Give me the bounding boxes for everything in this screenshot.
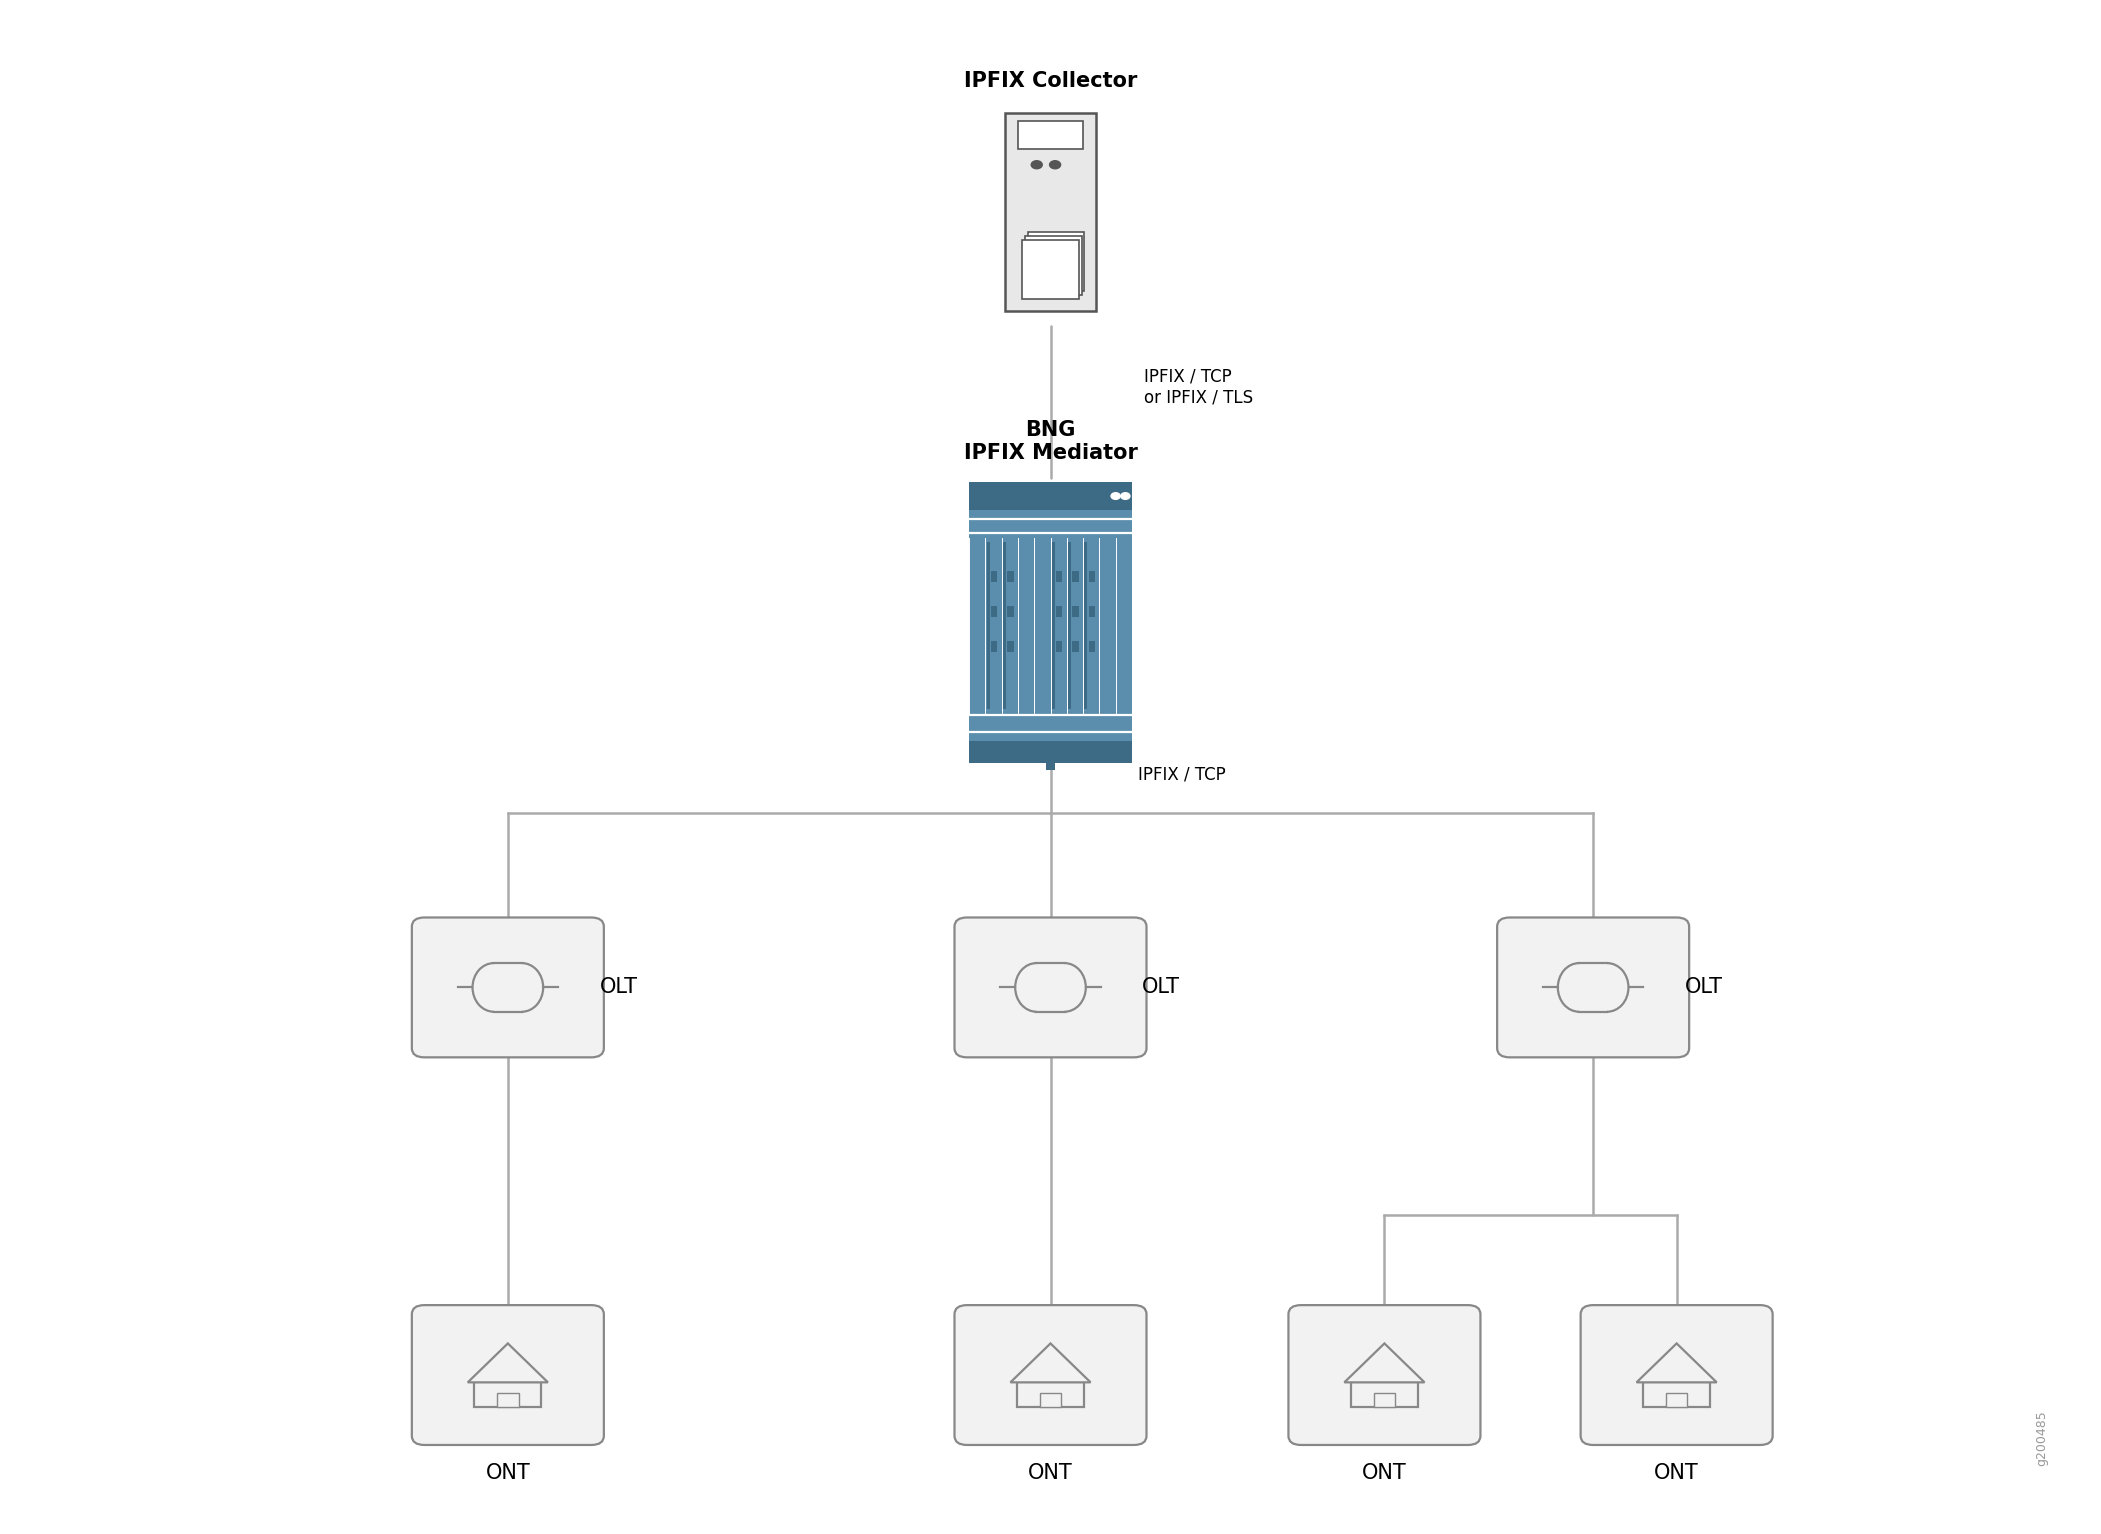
- FancyBboxPatch shape: [1072, 571, 1078, 581]
- Text: ONT: ONT: [1361, 1463, 1408, 1483]
- FancyBboxPatch shape: [1057, 606, 1063, 617]
- FancyBboxPatch shape: [969, 482, 1132, 511]
- FancyBboxPatch shape: [1374, 1393, 1395, 1407]
- Text: ONT: ONT: [1653, 1463, 1700, 1483]
- Text: OLT: OLT: [599, 977, 639, 997]
- FancyBboxPatch shape: [1072, 606, 1078, 617]
- FancyBboxPatch shape: [1006, 606, 1013, 617]
- Text: IPFIX / TCP
or IPFIX / TLS: IPFIX / TCP or IPFIX / TLS: [1145, 368, 1254, 407]
- FancyBboxPatch shape: [1057, 641, 1063, 652]
- FancyBboxPatch shape: [969, 538, 1132, 713]
- FancyBboxPatch shape: [1006, 571, 1013, 581]
- Polygon shape: [475, 1382, 542, 1407]
- FancyBboxPatch shape: [1053, 542, 1065, 709]
- Circle shape: [1032, 161, 1042, 169]
- FancyBboxPatch shape: [1088, 641, 1095, 652]
- FancyBboxPatch shape: [992, 571, 998, 581]
- FancyBboxPatch shape: [992, 641, 998, 652]
- FancyBboxPatch shape: [992, 606, 998, 617]
- FancyBboxPatch shape: [1046, 764, 1055, 770]
- FancyBboxPatch shape: [1084, 542, 1099, 709]
- FancyBboxPatch shape: [1004, 114, 1097, 311]
- FancyBboxPatch shape: [1057, 571, 1063, 581]
- Text: OLT: OLT: [1143, 977, 1181, 997]
- FancyBboxPatch shape: [969, 482, 1132, 764]
- Text: IPFIX Collector: IPFIX Collector: [964, 71, 1137, 91]
- FancyBboxPatch shape: [969, 741, 1132, 764]
- Text: ONT: ONT: [485, 1463, 529, 1483]
- FancyBboxPatch shape: [1580, 1305, 1773, 1445]
- FancyBboxPatch shape: [1498, 917, 1689, 1057]
- FancyBboxPatch shape: [1006, 641, 1013, 652]
- FancyBboxPatch shape: [987, 542, 1000, 709]
- Polygon shape: [1011, 1344, 1090, 1382]
- Text: BNG
IPFIX Mediator: BNG IPFIX Mediator: [964, 420, 1137, 463]
- FancyBboxPatch shape: [1027, 232, 1084, 291]
- FancyBboxPatch shape: [1025, 236, 1082, 295]
- Polygon shape: [1345, 1344, 1424, 1382]
- Text: g200485: g200485: [2036, 1410, 2048, 1467]
- FancyBboxPatch shape: [1288, 1305, 1481, 1445]
- Polygon shape: [1637, 1344, 1717, 1382]
- FancyBboxPatch shape: [412, 917, 603, 1057]
- FancyBboxPatch shape: [954, 917, 1147, 1057]
- FancyBboxPatch shape: [1053, 542, 1055, 709]
- FancyBboxPatch shape: [987, 542, 990, 709]
- Circle shape: [1050, 161, 1061, 169]
- Circle shape: [1120, 492, 1130, 500]
- FancyBboxPatch shape: [1067, 542, 1082, 709]
- Polygon shape: [1351, 1382, 1418, 1407]
- FancyBboxPatch shape: [1019, 121, 1082, 149]
- Polygon shape: [469, 1344, 548, 1382]
- Polygon shape: [1643, 1382, 1710, 1407]
- Text: IPFIX / TCP: IPFIX / TCP: [1139, 765, 1225, 784]
- FancyBboxPatch shape: [1666, 1393, 1687, 1407]
- Polygon shape: [1017, 1382, 1084, 1407]
- FancyBboxPatch shape: [1002, 542, 1006, 709]
- FancyBboxPatch shape: [1067, 542, 1072, 709]
- FancyBboxPatch shape: [1084, 542, 1086, 709]
- Circle shape: [1111, 492, 1120, 500]
- Text: OLT: OLT: [1685, 977, 1723, 997]
- FancyBboxPatch shape: [1040, 1393, 1061, 1407]
- FancyBboxPatch shape: [1072, 641, 1078, 652]
- FancyBboxPatch shape: [954, 1305, 1147, 1445]
- Text: ONT: ONT: [1027, 1463, 1074, 1483]
- FancyBboxPatch shape: [412, 1305, 603, 1445]
- FancyBboxPatch shape: [1021, 239, 1080, 299]
- FancyBboxPatch shape: [1088, 606, 1095, 617]
- FancyBboxPatch shape: [498, 1393, 519, 1407]
- FancyBboxPatch shape: [1088, 571, 1095, 581]
- FancyBboxPatch shape: [1002, 542, 1017, 709]
